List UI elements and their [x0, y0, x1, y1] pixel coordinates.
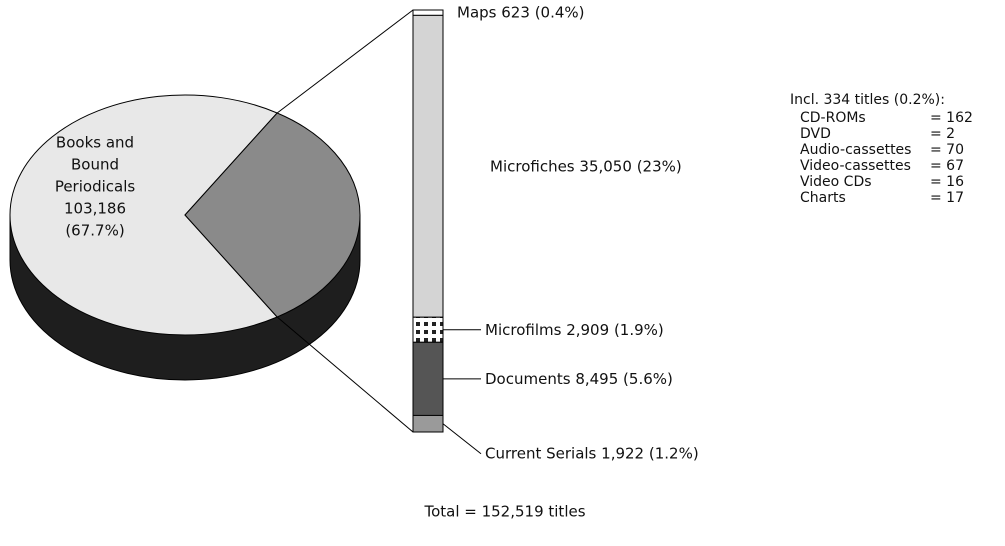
label-part: 2,909: [566, 320, 609, 338]
bar-segment: [412, 341, 444, 416]
label-part: Microfiches: [490, 157, 575, 175]
note-count: = 70: [930, 142, 964, 158]
note-count: = 67: [930, 158, 964, 174]
slice-label: (67.7%): [65, 222, 124, 240]
note: Incl. 334 titles (0.2%): CD-ROMs = 162 DVD =…: [790, 92, 973, 206]
label-part: 8,495: [575, 369, 618, 387]
label-part: 1,922: [601, 444, 644, 462]
bar-label: Maps 623 (0.4%): [457, 3, 585, 21]
label-part: Current Serials: [485, 444, 597, 462]
slice-label: Periodicals: [55, 178, 136, 196]
bar-segment: [412, 316, 444, 343]
note-item: Video-cassettes: [800, 158, 911, 174]
bar-segment: [412, 414, 444, 433]
label-part: (1.2%): [649, 444, 699, 462]
pie-slice: [9, 94, 279, 336]
note-count: = 162: [930, 110, 973, 126]
label-part: (1.9%): [614, 320, 664, 338]
label-part: Maps: [457, 3, 497, 21]
note-count: = 17: [930, 190, 964, 206]
label-part: (23%): [637, 157, 682, 175]
note-item: CD-ROMs: [800, 110, 866, 126]
pie-slice: [184, 112, 361, 318]
label-part: (0.4%): [535, 3, 585, 21]
label-part: Documents: [485, 369, 571, 387]
note-item: DVD: [800, 126, 831, 142]
note-item: Audio-cassettes: [800, 142, 911, 158]
label-part: (5.6%): [623, 369, 673, 387]
bar-label: Microfiches 35,050 (23%): [490, 157, 682, 175]
note-title: Incl. 334 titles (0.2%):: [790, 92, 945, 108]
bar-label: Current Serials 1,922 (1.2%): [485, 444, 699, 462]
leader-line: [442, 423, 482, 455]
bar-segment: [412, 9, 444, 16]
connector: [276, 9, 414, 114]
slice-label: Bound: [71, 156, 119, 174]
bar-label: Documents 8,495 (5.6%): [485, 369, 673, 387]
label-part: Microfilms: [485, 320, 562, 338]
bar-label: Microfilms 2,909 (1.9%): [485, 320, 664, 338]
note-count: = 2: [930, 126, 955, 142]
note-count: = 16: [930, 174, 964, 190]
slice-label: Books and: [56, 134, 134, 152]
note-item: Charts: [800, 190, 846, 206]
connector: [276, 316, 414, 433]
bar-segment: [412, 14, 444, 318]
label-part: 35,050: [579, 157, 632, 175]
label-part: 623: [501, 3, 530, 21]
slice-label: 103,186: [64, 200, 126, 218]
total-label: Total = 152,519 titles: [423, 503, 585, 521]
note-item: Video CDs: [800, 174, 872, 190]
